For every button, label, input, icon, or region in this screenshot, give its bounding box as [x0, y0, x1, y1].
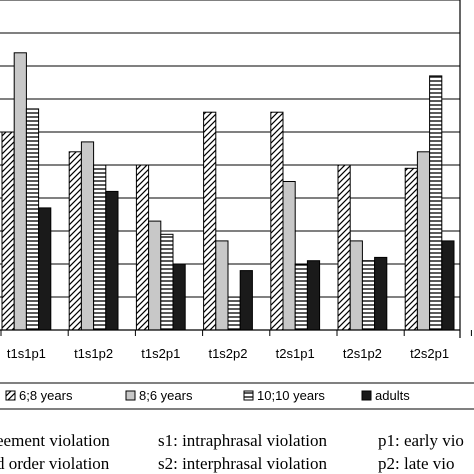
bar-t1s1p1-adults: [38, 207, 52, 331]
bar-t1s2p2-adults: [239, 270, 253, 331]
bar-t1s1p2-6-8-years: [68, 151, 82, 331]
bar-t2s1p2-8-6-years: [349, 240, 363, 331]
footnotes: eement violation s1: intraphrasal violati…: [0, 431, 464, 473]
bar-t2s2p1-6-8-years: [404, 167, 418, 331]
bar-t1s1p1-8-6-years: [13, 52, 27, 331]
legend-swatch-adults: [361, 390, 372, 401]
bar-t1s2p2-10-10-years: [227, 296, 241, 331]
legend-label: 8;6 years: [139, 388, 193, 403]
x-tick-labels: t1s1p1 t1s1p2 t1s2p1 t1s2p2 t2s1p1 t2s1p2 t2s2…: [7, 346, 449, 361]
bar-t2s1p2-adults: [374, 256, 388, 331]
legend-swatch-8-6-years: [125, 390, 136, 401]
bars: [1, 52, 455, 331]
x-tick-label-t2s2p1: t2s2p1: [410, 346, 449, 361]
x-tick-label-t1s1p2: t1s1p2: [74, 346, 113, 361]
legend: 6;8 years 8;6 years 10;10 years adults: [0, 382, 474, 410]
bar-t1s1p2-8-6-years: [80, 141, 95, 331]
x-tick-label-t2s1p1: t2s1p1: [276, 346, 315, 361]
x-tick-label-t1s1p1: t1s1p1: [7, 346, 46, 361]
bar-t2s2p1-10-10-years: [429, 75, 443, 331]
legend-swatch-6-8-years: [5, 390, 16, 401]
x-tick-label-t2s1p2: t2s1p2: [343, 346, 382, 361]
footnote-text: d order violation: [0, 454, 110, 473]
x-tick-label-t1s2p1: t1s2p1: [141, 346, 180, 361]
bar-t2s2p1-8-6-years: [416, 151, 431, 331]
bar-t1s1p1-10-10-years: [25, 108, 40, 331]
footnote-text: p2: late vio: [378, 454, 454, 473]
footnote-text: p1: early vio: [378, 431, 464, 450]
bar-t2s1p2-6-8-years: [337, 164, 351, 331]
footnote-text: s1: intraphrasal violation: [158, 431, 328, 450]
bar-t2s1p1-adults: [306, 260, 321, 331]
x-tick-label-t1s2p2: t1s2p2: [208, 346, 247, 361]
bar-t1s2p2-8-6-years: [215, 240, 229, 331]
bar-t1s1p2-adults: [105, 190, 119, 331]
legend-box: [0, 382, 474, 410]
x-axis: [0, 0, 472, 338]
bar-t2s2p1-adults: [441, 240, 455, 331]
legend-label: 6;8 years: [19, 388, 73, 403]
legend-label: adults: [375, 388, 410, 403]
bar-t1s2p1-6-8-years: [135, 164, 150, 331]
bar-t2s1p2-10-10-years: [361, 260, 376, 331]
legend-swatch-10-10-years: [243, 390, 254, 401]
bar-t1s2p2-6-8-years: [203, 111, 217, 331]
bar-t1s1p1-6-8-years: [1, 131, 15, 331]
bar-t2s1p1-10-10-years: [294, 263, 308, 331]
bar-t1s2p1-10-10-years: [160, 233, 174, 331]
footnote-text: s2: interphrasal violation: [158, 454, 328, 473]
bar-t2s1p1-8-6-years: [282, 181, 296, 331]
legend-label: 10;10 years: [257, 388, 325, 403]
bar-t1s2p1-adults: [172, 263, 186, 331]
footnote-text: eement violation: [0, 431, 110, 450]
bar-t1s2p1-8-6-years: [148, 220, 162, 331]
bar-t1s1p2-10-10-years: [93, 164, 107, 331]
bar-t2s1p1-6-8-years: [270, 111, 284, 331]
